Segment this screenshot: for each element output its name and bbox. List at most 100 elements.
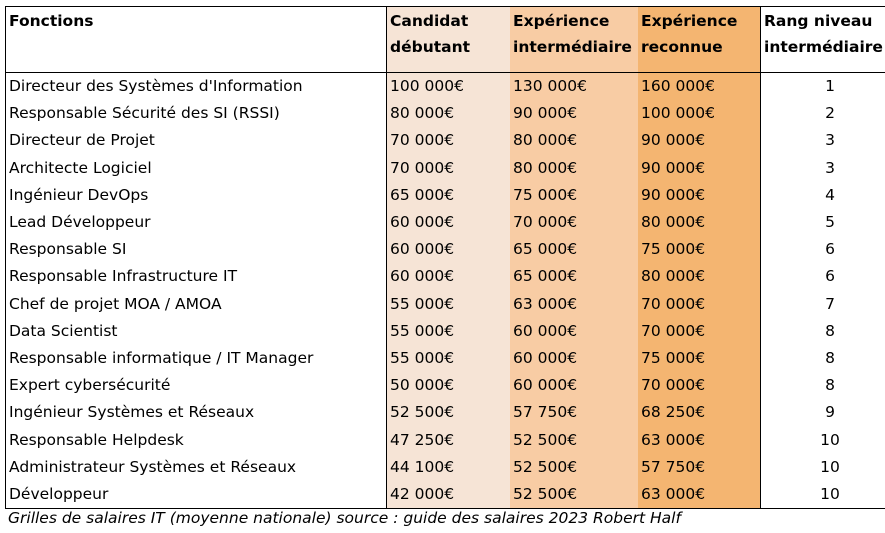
cell-rang: 3 [760, 154, 885, 182]
header-line: Candidat [390, 12, 469, 30]
cell-experience-intermediaire: 52 500€ [510, 453, 638, 481]
table-row: Lead Développeur 60 000€ 70 000€ 80 000€ 5 [5, 208, 885, 237]
header-line: reconnue [641, 38, 723, 56]
cell-fonction: Expert cybersécurité [5, 372, 387, 400]
cell-experience-reconnue: 68 250€ [638, 399, 761, 427]
cell-rang: 6 [760, 263, 885, 291]
cell-experience-reconnue: 70 000€ [638, 317, 761, 345]
cell-rang: 7 [760, 290, 885, 318]
cell-fonction: Responsable Infrastructure IT [5, 263, 387, 291]
cell-experience-reconnue: 57 750€ [638, 453, 761, 481]
cell-rang: 10 [760, 453, 885, 481]
cell-candidat-debutant: 50 000€ [386, 372, 510, 400]
cell-candidat-debutant: 52 500€ [386, 399, 510, 427]
table-row: Responsable SI 60 000€ 65 000€ 75 000€ 6 [5, 236, 885, 264]
cell-candidat-debutant: 60 000€ [386, 263, 510, 291]
cell-experience-reconnue: 63 000€ [638, 426, 761, 454]
cell-rang: 8 [760, 372, 885, 400]
cell-rang: 1 [760, 72, 885, 101]
table-row: Expert cybersécurité 50 000€ 60 000€ 70 000… [5, 372, 885, 400]
cell-candidat-debutant: 60 000€ [386, 236, 510, 264]
cell-fonction: Administrateur Systèmes et Réseaux [5, 453, 387, 481]
cell-experience-intermediaire: 60 000€ [510, 344, 638, 373]
cell-experience-intermediaire: 65 000€ [510, 236, 638, 264]
cell-fonction: Architecte Logiciel [5, 154, 387, 182]
cell-experience-reconnue: 70 000€ [638, 290, 761, 318]
table-row: Directeur des Systèmes d'Information 100 … [5, 72, 885, 101]
cell-experience-intermediaire: 70 000€ [510, 208, 638, 237]
cell-experience-reconnue: 80 000€ [638, 208, 761, 237]
table-caption: Grilles de salaires IT (moyenne national… [8, 509, 681, 527]
table-row: Data Scientist 55 000€ 60 000€ 70 000€ 8 [5, 317, 885, 345]
cell-candidat-debutant: 42 000€ [386, 480, 510, 509]
table-row: Ingénieur DevOps 65 000€ 75 000€ 90 000€ 4 [5, 181, 885, 209]
header-rang-niveau: Rang niveau intermédiaire [760, 6, 885, 73]
cell-experience-reconnue: 70 000€ [638, 372, 761, 400]
header-fonctions: Fonctions [5, 6, 387, 73]
cell-experience-reconnue: 90 000€ [638, 154, 761, 182]
cell-experience-reconnue: 90 000€ [638, 181, 761, 209]
table-row: Architecte Logiciel 70 000€ 80 000€ 90 000€… [5, 154, 885, 182]
table-row: Responsable informatique / IT Manager 55 … [5, 344, 885, 373]
table-row: Administrateur Systèmes et Réseaux 44 100… [5, 453, 885, 481]
cell-candidat-debutant: 55 000€ [386, 317, 510, 345]
header-line: Expérience [513, 12, 610, 30]
table-row: Ingénieur Systèmes et Réseaux 52 500€ 57 7… [5, 399, 885, 427]
cell-rang: 9 [760, 399, 885, 427]
cell-fonction: Directeur des Systèmes d'Information [5, 72, 387, 101]
cell-experience-intermediaire: 60 000€ [510, 372, 638, 400]
cell-experience-intermediaire: 60 000€ [510, 317, 638, 345]
cell-fonction: Ingénieur DevOps [5, 181, 387, 209]
cell-rang: 8 [760, 317, 885, 345]
cell-fonction: Responsable Helpdesk [5, 426, 387, 454]
table-row: Directeur de Projet 70 000€ 80 000€ 90 000€… [5, 127, 885, 155]
cell-experience-reconnue: 160 000€ [638, 72, 761, 101]
table-header-row: Fonctions Candidat débutant Expérience i… [5, 6, 885, 73]
cell-rang: 4 [760, 181, 885, 209]
cell-rang: 6 [760, 236, 885, 264]
header-line: débutant [390, 38, 471, 56]
cell-fonction: Ingénieur Systèmes et Réseaux [5, 399, 387, 427]
cell-candidat-debutant: 60 000€ [386, 208, 510, 237]
cell-experience-reconnue: 80 000€ [638, 263, 761, 291]
header-candidat-debutant: Candidat débutant [386, 6, 510, 73]
header-experience-reconnue: Expérience reconnue [638, 6, 761, 73]
cell-experience-reconnue: 75 000€ [638, 236, 761, 264]
cell-experience-reconnue: 63 000€ [638, 480, 761, 509]
cell-experience-intermediaire: 63 000€ [510, 290, 638, 318]
cell-experience-intermediaire: 80 000€ [510, 154, 638, 182]
cell-experience-intermediaire: 52 500€ [510, 426, 638, 454]
cell-candidat-debutant: 55 000€ [386, 344, 510, 373]
cell-fonction: Responsable Sécurité des SI (RSSI) [5, 100, 387, 128]
cell-rang: 2 [760, 100, 885, 128]
cell-experience-intermediaire: 65 000€ [510, 263, 638, 291]
cell-fonction: Chef de projet MOA / AMOA [5, 290, 387, 318]
cell-experience-reconnue: 90 000€ [638, 127, 761, 155]
cell-experience-intermediaire: 80 000€ [510, 127, 638, 155]
cell-fonction: Lead Développeur [5, 208, 387, 237]
header-line: intermédiaire [764, 38, 883, 56]
table-row: Responsable Helpdesk 47 250€ 52 500€ 63 000… [5, 426, 885, 454]
cell-candidat-debutant: 44 100€ [386, 453, 510, 481]
table-row: Chef de projet MOA / AMOA 55 000€ 63 000€ 7… [5, 290, 885, 318]
cell-fonction: Directeur de Projet [5, 127, 387, 155]
cell-rang: 5 [760, 208, 885, 237]
cell-fonction: Développeur [5, 480, 387, 509]
header-experience-intermediaire: Expérience intermédiaire [510, 6, 638, 73]
cell-candidat-debutant: 100 000€ [386, 72, 510, 101]
cell-rang: 8 [760, 344, 885, 373]
cell-experience-intermediaire: 130 000€ [510, 72, 638, 101]
cell-candidat-debutant: 47 250€ [386, 426, 510, 454]
cell-experience-intermediaire: 57 750€ [510, 399, 638, 427]
cell-experience-intermediaire: 90 000€ [510, 100, 638, 128]
cell-candidat-debutant: 80 000€ [386, 100, 510, 128]
table-row: Responsable Infrastructure IT 60 000€ 65 0… [5, 263, 885, 291]
cell-fonction: Data Scientist [5, 317, 387, 345]
cell-rang: 3 [760, 127, 885, 155]
cell-candidat-debutant: 55 000€ [386, 290, 510, 318]
cell-fonction: Responsable informatique / IT Manager [5, 344, 387, 373]
cell-experience-reconnue: 100 000€ [638, 100, 761, 128]
cell-candidat-debutant: 70 000€ [386, 127, 510, 155]
cell-rang: 10 [760, 426, 885, 454]
salary-table: Fonctions Candidat débutant Expérience i… [5, 6, 885, 509]
